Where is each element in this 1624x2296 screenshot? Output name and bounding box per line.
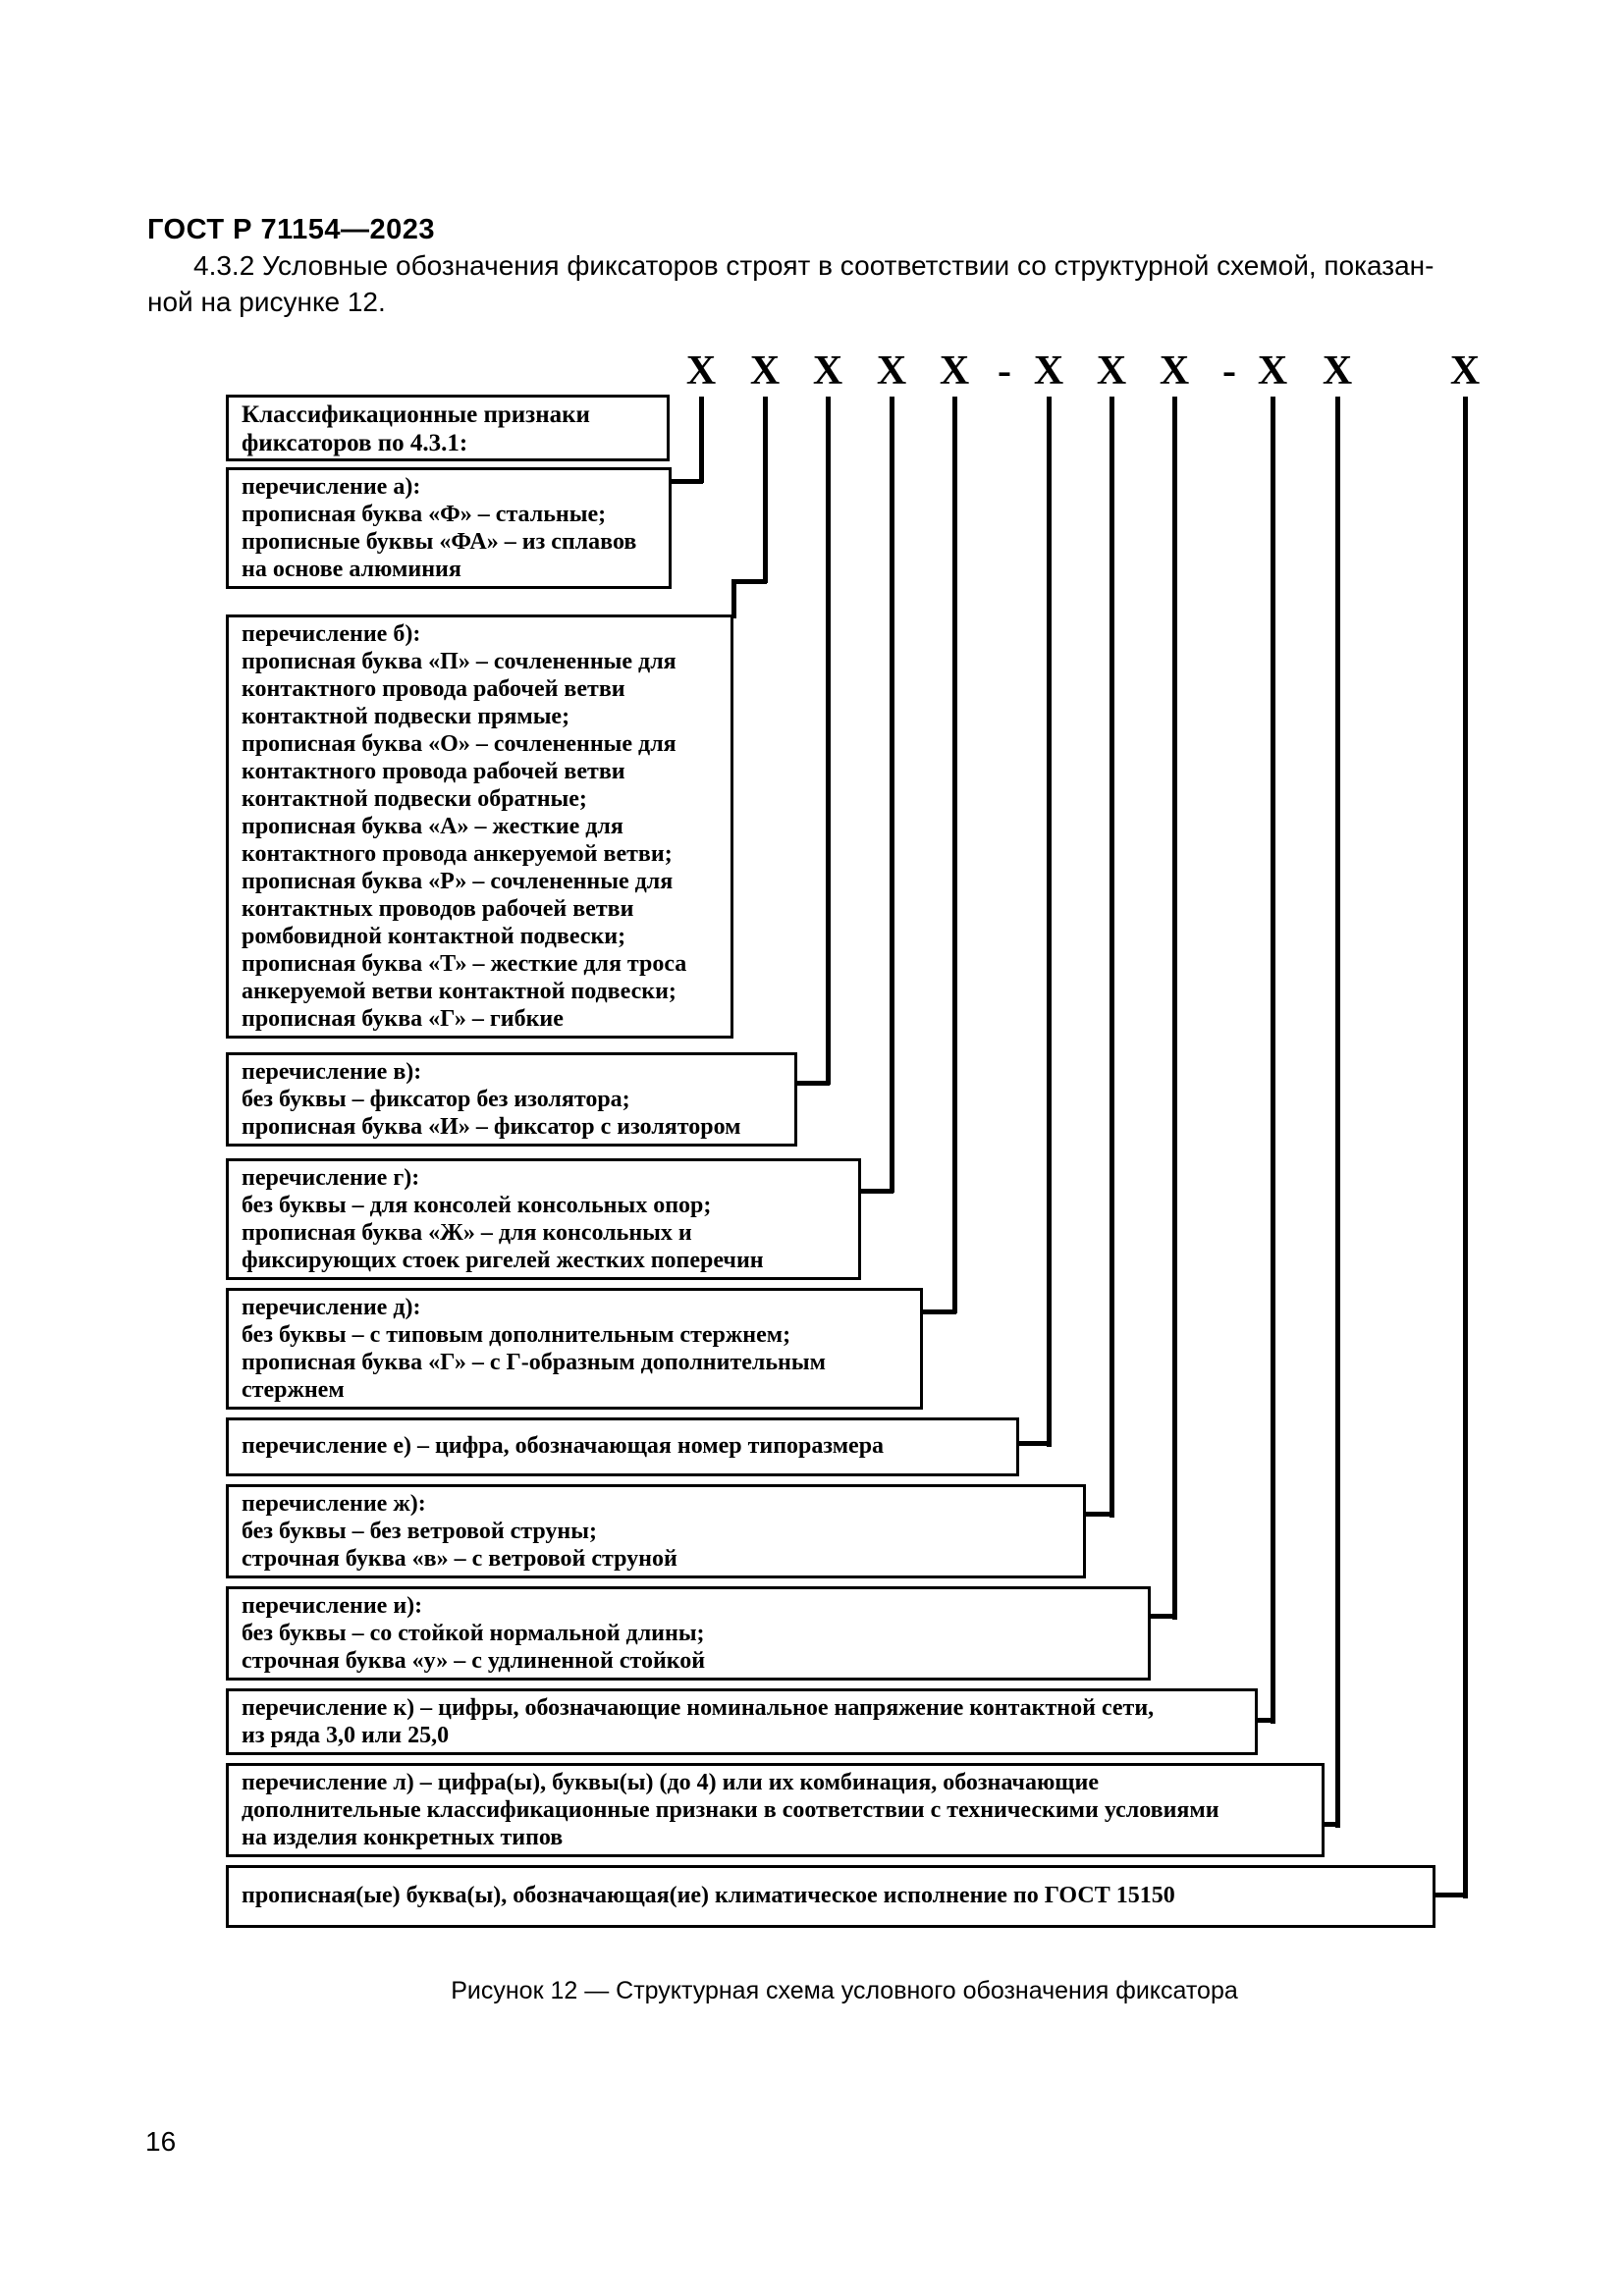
code-symbol-2: Х [749, 348, 781, 394]
code-symbol-1: Х [685, 348, 717, 394]
connector-9-horizontal [1255, 1718, 1274, 1723]
paragraph-line-2: ной на рисунке 12. [147, 287, 386, 317]
connector-11-vertical [1463, 397, 1468, 1898]
connector-3-horizontal [794, 1081, 830, 1086]
code-symbol-3: Х [812, 348, 843, 394]
connector-7-vertical [1110, 397, 1114, 1518]
box-item-l: перечисление л) – цифра(ы), буквы(ы) (до… [226, 1763, 1325, 1857]
body-paragraph: 4.3.2 Условные обозначения фиксаторов ст… [147, 247, 1483, 320]
box-item-g: перечисление г): без буквы – для консоле… [226, 1158, 861, 1280]
connector-8-horizontal [1148, 1614, 1176, 1619]
code-symbol-10: Х [1322, 348, 1353, 394]
document-header: ГОСТ Р 71154—2023 [147, 214, 436, 245]
connector-8-vertical [1172, 397, 1177, 1620]
box-item-a: перечисление а): прописная буква «Ф» – с… [226, 467, 672, 589]
code-symbol-6: Х [1033, 348, 1064, 394]
connector-9-vertical [1271, 397, 1275, 1724]
box-item-k: перечисление к) – цифры, обозначающие но… [226, 1688, 1258, 1755]
classification-header-box: Классификационные признаки фиксаторов по… [226, 395, 670, 461]
connector-3-vertical [826, 397, 831, 1085]
code-symbol-7: Х [1096, 348, 1127, 394]
connector-2-stub [731, 579, 736, 618]
box-item-d: перечисление д): без буквы – с типовым д… [226, 1288, 923, 1410]
box-climatic-execution: прописная(ые) буква(ы), обозначающая(ие)… [226, 1865, 1435, 1928]
code-dash-1: - [998, 348, 1011, 394]
connector-6-horizontal [1016, 1441, 1051, 1446]
connector-2-horizontal [731, 579, 767, 584]
code-symbol-11: Х [1449, 348, 1481, 394]
connector-5-horizontal [920, 1309, 956, 1314]
code-dash-2: - [1222, 348, 1236, 394]
code-symbol-5: Х [939, 348, 970, 394]
page-number: 16 [145, 2126, 177, 2157]
code-symbol-8: Х [1159, 348, 1190, 394]
connector-10-vertical [1335, 397, 1340, 1828]
connector-7-horizontal [1083, 1512, 1113, 1517]
connector-11-horizontal [1433, 1893, 1467, 1897]
code-symbol-9: Х [1257, 348, 1288, 394]
connector-6-vertical [1047, 397, 1052, 1447]
connector-5-vertical [952, 397, 957, 1313]
connector-1-horizontal [669, 479, 703, 484]
figure-caption: Рисунок 12 — Структурная схема условного… [451, 1977, 1238, 2004]
connector-10-horizontal [1322, 1822, 1339, 1827]
paragraph-line-1: 4.3.2 Условные обозначения фиксаторов ст… [193, 250, 1435, 281]
box-item-e: перечисление е) – цифра, обозначающая но… [226, 1417, 1019, 1476]
connector-1-vertical [699, 397, 704, 483]
connector-4-vertical [890, 397, 894, 1193]
connector-4-horizontal [858, 1189, 893, 1194]
box-item-zh: перечисление ж): без буквы – без ветрово… [226, 1484, 1086, 1578]
box-item-i: перечисление и): без буквы – со стойкой … [226, 1586, 1151, 1681]
connector-2-vertical [763, 397, 768, 583]
code-symbol-4: Х [876, 348, 907, 394]
box-item-b: перечисление б): прописная буква «П» – с… [226, 614, 733, 1039]
box-item-v: перечисление в): без буквы – фиксатор бе… [226, 1052, 797, 1147]
